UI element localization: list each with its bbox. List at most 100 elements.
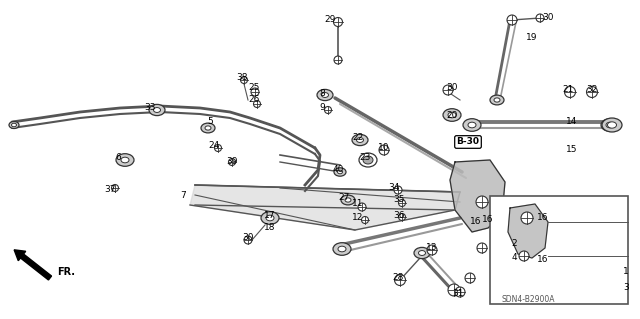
Circle shape [507, 15, 517, 25]
Circle shape [394, 275, 406, 286]
Text: 14: 14 [566, 117, 578, 127]
Text: 2: 2 [511, 239, 517, 248]
Circle shape [427, 245, 437, 255]
Ellipse shape [606, 122, 614, 128]
Circle shape [399, 213, 406, 220]
Ellipse shape [607, 122, 616, 128]
Text: 16: 16 [537, 256, 548, 264]
Text: 11: 11 [352, 199, 364, 209]
Text: 20: 20 [446, 112, 458, 121]
Circle shape [253, 100, 260, 108]
Ellipse shape [338, 246, 346, 252]
Ellipse shape [419, 250, 426, 256]
Ellipse shape [359, 153, 377, 167]
Text: 30: 30 [446, 84, 458, 93]
Text: 31: 31 [452, 290, 464, 299]
Ellipse shape [154, 108, 161, 113]
Text: 7: 7 [180, 191, 186, 201]
Text: 5: 5 [207, 117, 213, 127]
Text: 38: 38 [236, 73, 248, 83]
Text: 32: 32 [586, 85, 598, 94]
Text: 17: 17 [264, 211, 276, 219]
Circle shape [324, 107, 332, 114]
Ellipse shape [463, 119, 481, 131]
Ellipse shape [266, 215, 274, 221]
Circle shape [214, 145, 221, 152]
Circle shape [358, 203, 366, 211]
Circle shape [334, 56, 342, 64]
Ellipse shape [414, 248, 430, 259]
Ellipse shape [443, 109, 461, 121]
Circle shape [586, 86, 598, 98]
Ellipse shape [345, 198, 351, 202]
Circle shape [536, 14, 544, 22]
Circle shape [508, 244, 516, 252]
Text: 34: 34 [388, 183, 400, 192]
Polygon shape [508, 204, 548, 258]
Ellipse shape [363, 156, 373, 164]
Ellipse shape [116, 154, 134, 166]
Ellipse shape [490, 95, 504, 105]
Circle shape [519, 251, 529, 261]
Text: 24: 24 [209, 140, 220, 150]
Text: 30: 30 [243, 234, 253, 242]
Circle shape [251, 88, 259, 96]
Circle shape [465, 273, 475, 283]
Text: 16: 16 [537, 213, 548, 222]
Text: B-30: B-30 [456, 137, 479, 146]
Polygon shape [450, 160, 505, 232]
Circle shape [333, 18, 342, 26]
Ellipse shape [205, 126, 211, 130]
Ellipse shape [337, 170, 342, 174]
Text: 16: 16 [470, 218, 482, 226]
Text: 23: 23 [359, 153, 371, 162]
Circle shape [477, 243, 487, 253]
Text: 13: 13 [426, 243, 438, 253]
Text: 36: 36 [393, 211, 404, 219]
Text: 25: 25 [248, 84, 260, 93]
Circle shape [399, 199, 406, 206]
Ellipse shape [448, 112, 456, 118]
Text: 9: 9 [319, 103, 325, 113]
Text: 30: 30 [542, 12, 554, 21]
Ellipse shape [201, 123, 215, 133]
Text: 3: 3 [623, 284, 629, 293]
Ellipse shape [341, 195, 355, 205]
Circle shape [228, 159, 236, 166]
Text: FR.: FR. [57, 267, 75, 277]
Circle shape [394, 186, 402, 194]
Text: 4: 4 [511, 253, 517, 262]
Text: 18: 18 [264, 224, 276, 233]
Circle shape [564, 86, 575, 98]
Text: 10: 10 [378, 144, 390, 152]
Ellipse shape [261, 212, 279, 224]
Text: 19: 19 [526, 33, 538, 42]
Text: 6: 6 [115, 153, 121, 162]
Ellipse shape [149, 104, 165, 115]
Circle shape [455, 287, 465, 297]
Circle shape [362, 217, 369, 224]
Ellipse shape [333, 243, 351, 255]
Circle shape [448, 284, 460, 296]
Ellipse shape [602, 118, 622, 132]
Text: 29: 29 [324, 16, 336, 25]
Bar [490, 196, 628, 304]
Ellipse shape [12, 123, 17, 127]
Text: 37: 37 [104, 184, 116, 194]
Circle shape [241, 77, 248, 84]
Text: 8: 8 [319, 90, 325, 99]
Text: 12: 12 [352, 212, 364, 221]
Ellipse shape [352, 134, 368, 145]
Text: 26: 26 [248, 95, 260, 105]
Circle shape [521, 212, 533, 224]
Text: 22: 22 [353, 133, 364, 143]
Text: 15: 15 [566, 145, 578, 154]
Ellipse shape [121, 157, 129, 163]
Ellipse shape [356, 137, 364, 143]
Ellipse shape [9, 122, 19, 129]
Ellipse shape [494, 98, 500, 102]
Ellipse shape [321, 93, 328, 97]
Text: 33: 33 [144, 103, 156, 113]
Circle shape [443, 85, 453, 95]
Text: 40: 40 [332, 166, 344, 174]
